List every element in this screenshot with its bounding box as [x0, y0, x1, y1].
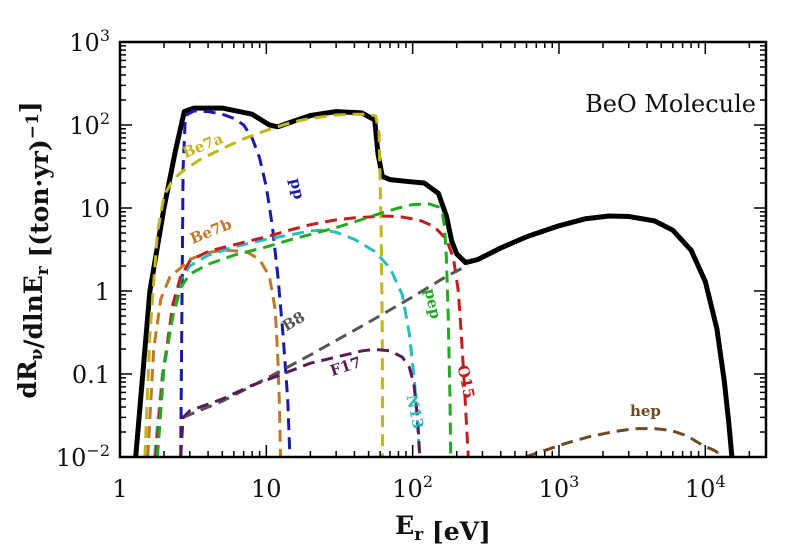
tick-labels: 1 10 102 103 104 10−2 0.1 1 10 102 103	[56, 26, 726, 503]
x-tick-label: 103	[539, 472, 580, 503]
y-tick-label: 0.1	[72, 361, 110, 389]
series-label-hep: hep	[630, 402, 661, 420]
series-line-pep	[155, 202, 453, 457]
curves-layer	[133, 105, 735, 457]
x-tick-label: 1	[112, 475, 127, 503]
series-label-f17: F17	[328, 353, 364, 380]
series-line-total	[133, 105, 735, 457]
series-label-o15: O15	[454, 363, 479, 400]
series-label-be7a: Be7a	[180, 129, 226, 162]
series-label-n13: N13	[402, 393, 427, 431]
x-axis-title: Er [eV]	[395, 511, 491, 546]
chart-title: BeO Molecule	[585, 90, 756, 118]
x-tick-label: 104	[685, 472, 726, 503]
x-tick-label: 10	[251, 475, 282, 503]
y-axis-title: dRν/dlnEr [(ton·yr)−1]	[13, 101, 54, 398]
series-line-be7b	[146, 248, 282, 457]
y-tick-label: 10	[79, 195, 110, 223]
series-line-be7a	[143, 112, 385, 457]
series-label-pep: pep	[421, 287, 445, 321]
series-line-o15	[154, 214, 470, 457]
y-tick-label: 103	[69, 26, 110, 57]
series-line-hep	[524, 427, 726, 457]
series-line-f17	[179, 347, 422, 457]
series-label-be7b: Be7b	[187, 215, 234, 248]
series-label-pp: pp	[286, 177, 308, 201]
series-line-n13	[153, 228, 422, 457]
x-tick-label: 102	[392, 472, 433, 503]
y-tick-label: 10−2	[56, 441, 110, 472]
y-tick-label: 1	[95, 278, 110, 306]
y-tick-label: 102	[69, 109, 110, 140]
plot-frame	[118, 40, 768, 459]
series-line-pp	[179, 109, 292, 457]
